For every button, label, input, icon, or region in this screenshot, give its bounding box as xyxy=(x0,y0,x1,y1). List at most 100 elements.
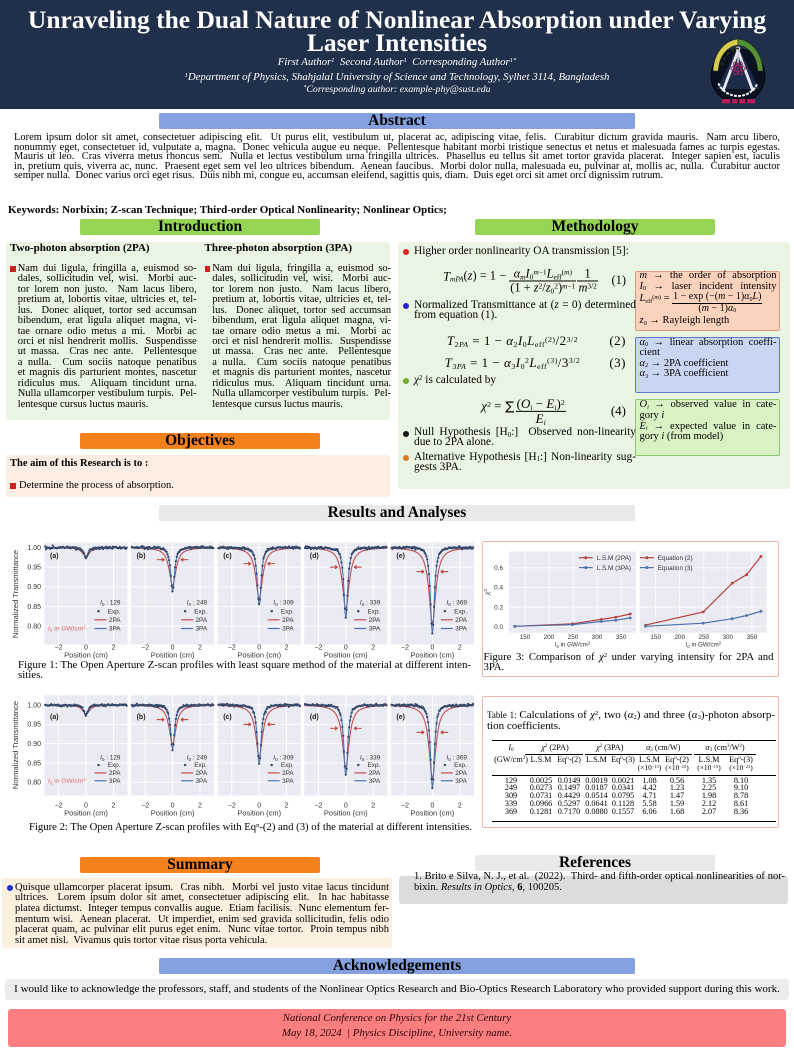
svg-text:2: 2 xyxy=(285,803,289,810)
svg-text:0: 0 xyxy=(84,645,88,652)
svg-text:3PA: 3PA xyxy=(455,778,467,785)
svg-text:Equation (3): Equation (3) xyxy=(658,565,693,572)
svg-text:2: 2 xyxy=(458,645,462,652)
svg-text:2: 2 xyxy=(371,803,375,810)
svg-text:−2: −2 xyxy=(55,803,63,810)
svg-text:L.S.M (2PA): L.S.M (2PA) xyxy=(597,555,631,562)
svg-text:−2: −2 xyxy=(228,645,236,652)
svg-text:Equation (2): Equation (2) xyxy=(658,555,693,562)
svg-text:2PA: 2PA xyxy=(455,770,467,777)
svg-text:(a): (a) xyxy=(50,714,59,721)
svg-text:0.95: 0.95 xyxy=(27,565,41,572)
svg-text:2: 2 xyxy=(198,645,202,652)
svg-text:Exp.: Exp. xyxy=(454,762,467,769)
svg-text:2PA: 2PA xyxy=(109,617,121,624)
svg-text:0.90: 0.90 xyxy=(27,741,41,748)
svg-text:0.2: 0.2 xyxy=(494,604,503,611)
svg-text:2PA: 2PA xyxy=(109,770,121,777)
svg-text:0: 0 xyxy=(430,645,434,652)
svg-text:I0 : 369: I0 : 369 xyxy=(447,754,468,762)
svg-text:200: 200 xyxy=(674,634,685,641)
svg-text:2PA: 2PA xyxy=(369,617,381,624)
svg-text:0.80: 0.80 xyxy=(27,623,41,630)
svg-text:0.0: 0.0 xyxy=(494,624,503,631)
svg-text:1.00: 1.00 xyxy=(27,545,41,552)
svg-text:Normalized Transmittance: Normalized Transmittance xyxy=(11,701,20,789)
svg-text:3PA: 3PA xyxy=(282,778,294,785)
svg-text:0: 0 xyxy=(430,803,434,810)
svg-text:3PA: 3PA xyxy=(369,778,381,785)
svg-text:0: 0 xyxy=(257,645,261,652)
svg-text:2PA: 2PA xyxy=(282,770,294,777)
svg-text:Position (cm): Position (cm) xyxy=(237,809,281,818)
svg-text:0.95: 0.95 xyxy=(27,722,41,729)
svg-text:Position (cm): Position (cm) xyxy=(324,809,368,818)
svg-text:−2: −2 xyxy=(314,645,322,652)
svg-text:0.80: 0.80 xyxy=(27,780,41,787)
svg-text:Exp.: Exp. xyxy=(108,608,121,615)
svg-text:0.90: 0.90 xyxy=(27,584,41,591)
svg-text:−2: −2 xyxy=(55,645,63,652)
svg-text:2: 2 xyxy=(111,645,115,652)
svg-text:Position (cm): Position (cm) xyxy=(151,651,195,660)
svg-text:Exp.: Exp. xyxy=(194,608,207,615)
svg-text:0: 0 xyxy=(344,803,348,810)
svg-text:−2: −2 xyxy=(314,803,322,810)
svg-text:Exp.: Exp. xyxy=(281,608,294,615)
svg-text:0: 0 xyxy=(84,803,88,810)
svg-text:−2: −2 xyxy=(401,645,409,652)
svg-text:2PA: 2PA xyxy=(282,617,294,624)
svg-text:Exp.: Exp. xyxy=(194,762,207,769)
svg-text:3PA: 3PA xyxy=(195,626,207,633)
svg-text:350: 350 xyxy=(616,634,627,641)
svg-text:(c): (c) xyxy=(223,553,232,560)
svg-text:(b): (b) xyxy=(137,553,146,560)
svg-text:I0 : 129: I0 : 129 xyxy=(100,600,121,608)
svg-text:250: 250 xyxy=(568,634,579,641)
svg-text:−2: −2 xyxy=(401,803,409,810)
svg-text:3PA: 3PA xyxy=(195,778,207,785)
svg-text:0: 0 xyxy=(171,803,175,810)
svg-text:(d): (d) xyxy=(310,553,319,560)
svg-text:0: 0 xyxy=(171,645,175,652)
svg-text:(d): (d) xyxy=(310,714,319,721)
svg-text:Position (cm): Position (cm) xyxy=(237,651,281,660)
svg-text:2: 2 xyxy=(371,645,375,652)
svg-text:−2: −2 xyxy=(141,645,149,652)
svg-text:2PA: 2PA xyxy=(195,617,207,624)
svg-text:Position (cm): Position (cm) xyxy=(64,809,108,818)
svg-text:I0 : 129: I0 : 129 xyxy=(100,754,121,762)
svg-text:Exp.: Exp. xyxy=(454,608,467,615)
svg-text:0.4: 0.4 xyxy=(494,585,503,592)
svg-text:0.85: 0.85 xyxy=(27,760,41,767)
svg-text:I0 in GW/cm2: I0 in GW/cm2 xyxy=(48,625,86,634)
svg-text:I0 : 369: I0 : 369 xyxy=(447,600,468,608)
svg-text:200: 200 xyxy=(544,634,555,641)
svg-text:Exp.: Exp. xyxy=(368,608,381,615)
svg-text:2: 2 xyxy=(198,803,202,810)
svg-text:2: 2 xyxy=(458,803,462,810)
svg-text:150: 150 xyxy=(650,634,661,641)
svg-text:I0 in GW/cm2: I0 in GW/cm2 xyxy=(685,641,721,649)
svg-text:3PA: 3PA xyxy=(109,778,121,785)
svg-text:I0 in GW/cm2: I0 in GW/cm2 xyxy=(555,641,591,649)
svg-text:I0 : 249: I0 : 249 xyxy=(187,754,208,762)
svg-text:2: 2 xyxy=(111,803,115,810)
svg-text:−2: −2 xyxy=(141,803,149,810)
svg-text:Exp.: Exp. xyxy=(281,762,294,769)
svg-text:I0 : 249: I0 : 249 xyxy=(187,600,208,608)
svg-text:I0 : 309: I0 : 309 xyxy=(273,754,294,762)
svg-text:2: 2 xyxy=(285,645,289,652)
svg-text:250: 250 xyxy=(698,634,709,641)
svg-text:2PA: 2PA xyxy=(455,617,467,624)
svg-text:Position (cm): Position (cm) xyxy=(151,809,195,818)
svg-text:I0 : 339: I0 : 339 xyxy=(360,600,381,608)
svg-text:L.S.M (3PA): L.S.M (3PA) xyxy=(597,565,631,572)
svg-text:3PA: 3PA xyxy=(455,626,467,633)
svg-text:(e): (e) xyxy=(396,553,405,560)
svg-text:Normalized Transmittance: Normalized Transmittance xyxy=(11,550,20,638)
svg-text:I0 : 339: I0 : 339 xyxy=(360,754,381,762)
svg-text:(a): (a) xyxy=(50,553,59,560)
svg-text:(b): (b) xyxy=(137,714,146,721)
svg-text:Position (cm): Position (cm) xyxy=(411,651,455,660)
